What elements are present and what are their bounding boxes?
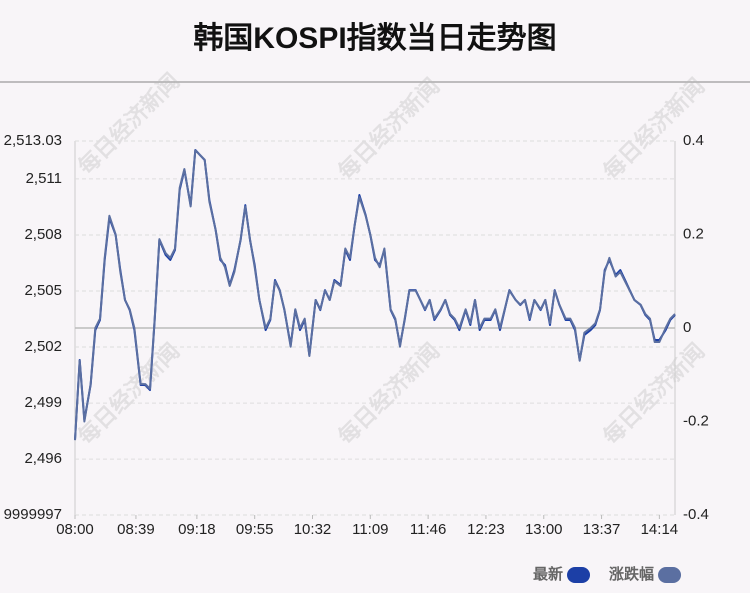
y-tick-label: 2,511 <box>26 170 62 187</box>
x-tick-label: 12:23 <box>467 521 505 538</box>
legend-label: 涨跌幅 <box>609 565 654 583</box>
watermark: 每日经济新闻 <box>333 338 444 449</box>
y-tick-label: 2,502 <box>24 338 62 355</box>
watermark: 每日经济新闻 <box>73 68 184 179</box>
y-tick-label: 2,496 <box>24 450 62 467</box>
watermark: 每日经济新闻 <box>333 73 444 184</box>
legend-swatch <box>567 567 591 583</box>
legend-swatch <box>658 567 682 583</box>
legend-label: 最新 <box>533 565 563 583</box>
x-tick-label: 14:14 <box>641 521 679 538</box>
y2-tick-label: -0.2 <box>683 412 709 429</box>
x-tick-label: 11:09 <box>352 521 388 538</box>
y2-tick-label: 0.2 <box>683 225 704 242</box>
y2-tick-label: 0.4 <box>683 132 704 149</box>
x-tick-label: 11:46 <box>410 521 446 538</box>
x-tick-label: 13:00 <box>525 521 563 538</box>
x-tick-label: 10:32 <box>294 521 332 538</box>
x-tick-label: 08:00 <box>56 521 94 538</box>
y-tick-label: 9999997 <box>4 506 62 523</box>
x-tick-label: 09:55 <box>236 521 274 538</box>
x-tick-label: 09:18 <box>178 521 216 538</box>
y-tick-label: 2,505 <box>24 282 62 299</box>
watermark: 每日经济新闻 <box>598 73 709 184</box>
x-tick-label: 13:37 <box>583 521 621 538</box>
chart-title: 韩国KOSPI指数当日走势图 <box>193 22 556 55</box>
y-tick-label: 2,499 <box>24 394 62 411</box>
y2-tick-label: -0.4 <box>683 506 709 523</box>
series-line <box>74 149 676 441</box>
watermark: 每日经济新闻 <box>598 338 709 449</box>
y-tick-label: 2,513.03 <box>4 132 62 149</box>
y2-tick-label: 0 <box>683 319 691 336</box>
y-tick-label: 2,508 <box>24 226 62 243</box>
x-tick-label: 08:39 <box>117 521 155 538</box>
